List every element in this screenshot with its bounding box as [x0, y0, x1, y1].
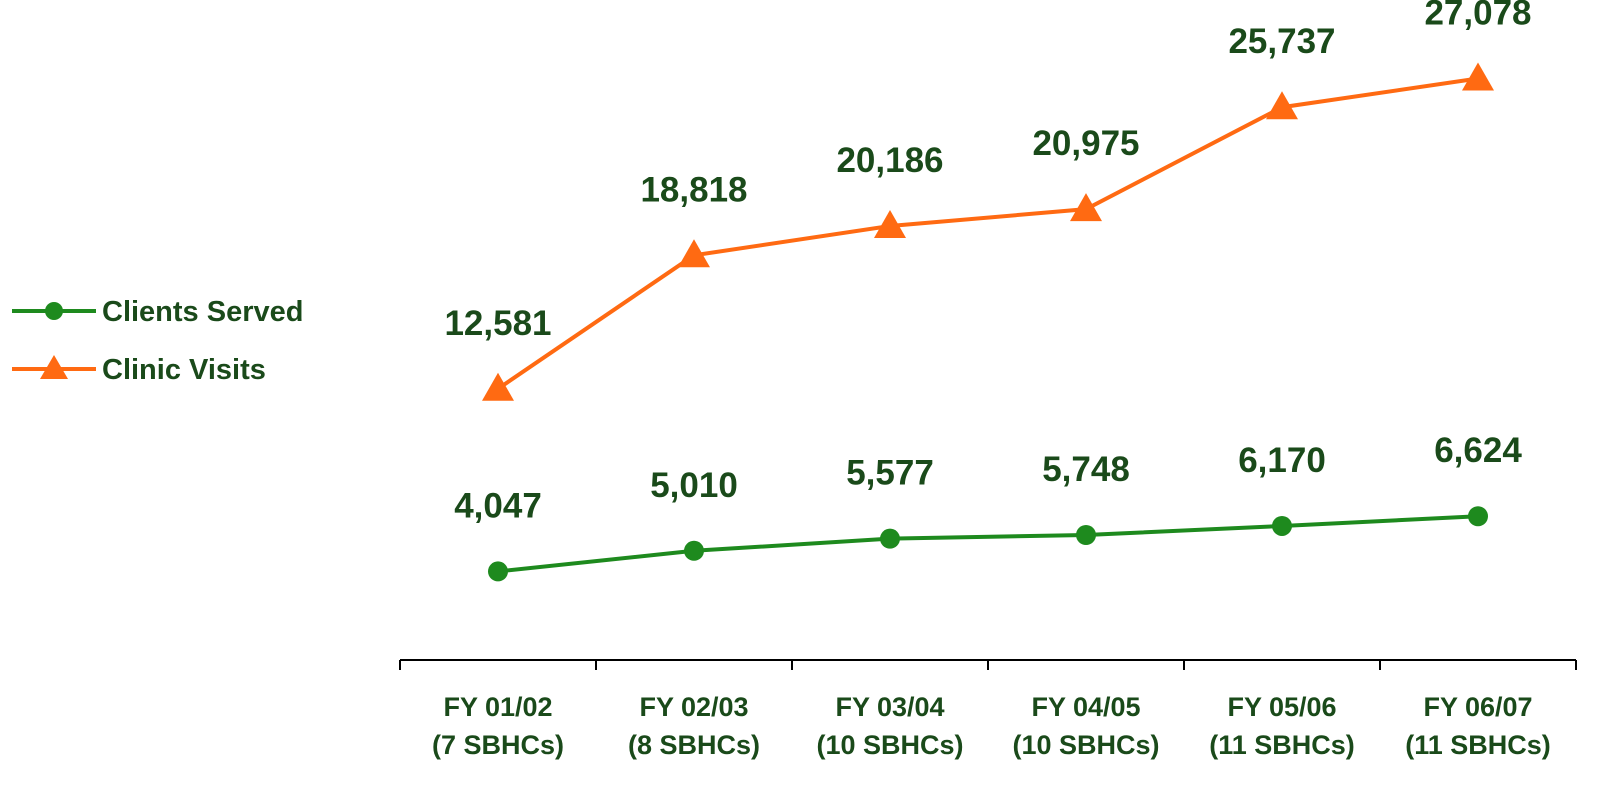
marker — [1468, 506, 1488, 527]
data-label: 27,078 — [1424, 0, 1531, 33]
data-label: 5,748 — [1042, 450, 1130, 489]
marker — [488, 561, 508, 582]
marker — [482, 372, 514, 401]
x-tick-label: FY 06/07 (11 SBHCs) — [1405, 692, 1551, 760]
marker — [1266, 91, 1298, 120]
marker — [1076, 524, 1096, 545]
marker — [678, 239, 710, 268]
marker — [1462, 62, 1494, 91]
data-label: 5,577 — [846, 454, 934, 493]
series-line — [496, 76, 1479, 391]
x-tick-label: FY 02/03 (8 SBHCs) — [627, 692, 761, 760]
x-tick-label: FY 03/04 (10 SBHCs) — [816, 692, 964, 760]
data-label: 25,737 — [1228, 22, 1335, 61]
x-tick-label: FY 01/02 (7 SBHCs) — [431, 692, 565, 760]
marker — [684, 540, 704, 561]
data-label: 6,624 — [1434, 431, 1522, 470]
legend-label: Clinic Visits — [102, 354, 266, 386]
legend-marker — [40, 355, 68, 379]
legend-marker — [45, 302, 63, 320]
data-label: 5,010 — [650, 466, 738, 505]
marker — [1070, 193, 1102, 222]
data-label: 20,186 — [836, 141, 943, 180]
data-label: 6,170 — [1238, 441, 1326, 480]
marker — [874, 210, 906, 239]
data-label: 12,581 — [444, 304, 551, 343]
marker — [1272, 515, 1292, 536]
x-tick-label: FY 04/05 (10 SBHCs) — [1012, 692, 1160, 760]
marker — [880, 528, 900, 549]
series-line — [497, 514, 1479, 574]
legend-label: Clients Served — [102, 296, 303, 328]
x-tick-label: FY 05/06 (11 SBHCs) — [1209, 692, 1355, 760]
data-label: 4,047 — [454, 486, 542, 525]
data-label: 18,818 — [640, 170, 747, 209]
data-label: 20,975 — [1032, 124, 1139, 163]
